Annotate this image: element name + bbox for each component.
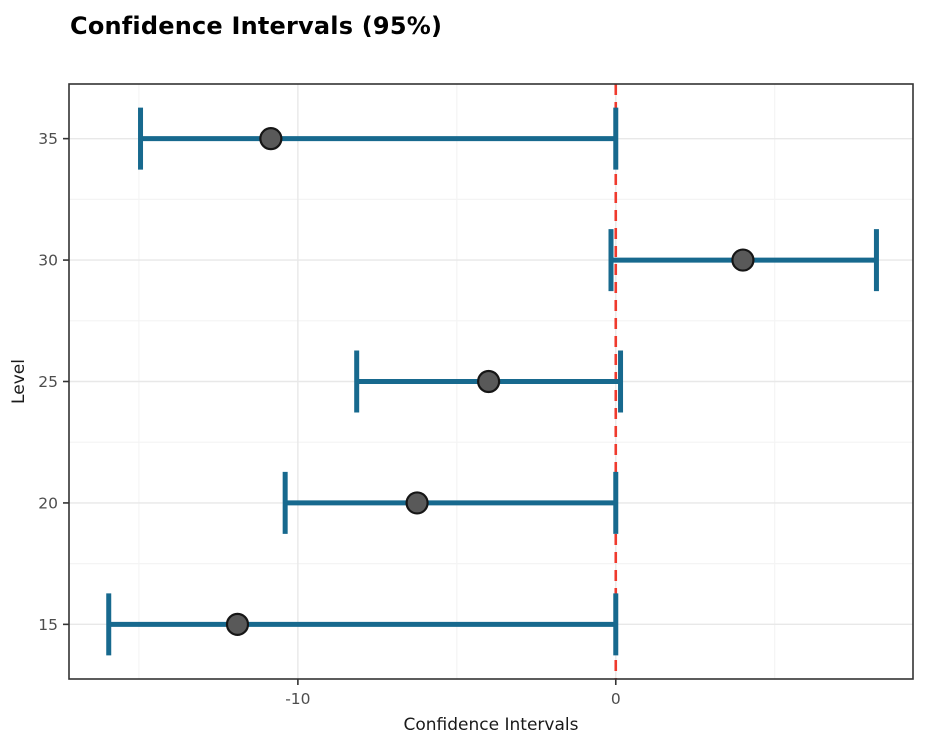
- y-axis-tick-label: 30: [38, 252, 58, 270]
- y-axis-tick-label: 35: [38, 130, 58, 148]
- chart-title: Confidence Intervals (95%): [70, 12, 443, 40]
- y-axis-tick-label: 15: [38, 616, 58, 634]
- data-point: [259, 127, 283, 151]
- data-point: [405, 491, 429, 515]
- y-axis-tick-label: 20: [38, 494, 58, 512]
- data-point: [731, 248, 755, 272]
- data-point: [225, 612, 250, 636]
- y-axis-tick-label: 25: [38, 373, 58, 391]
- x-axis-tick-label: 0: [611, 690, 621, 708]
- x-axis-title: Confidence Intervals: [404, 715, 579, 735]
- data-point: [477, 369, 501, 394]
- x-axis-tick-label: -10: [285, 690, 310, 708]
- y-axis-title: Level: [9, 359, 29, 404]
